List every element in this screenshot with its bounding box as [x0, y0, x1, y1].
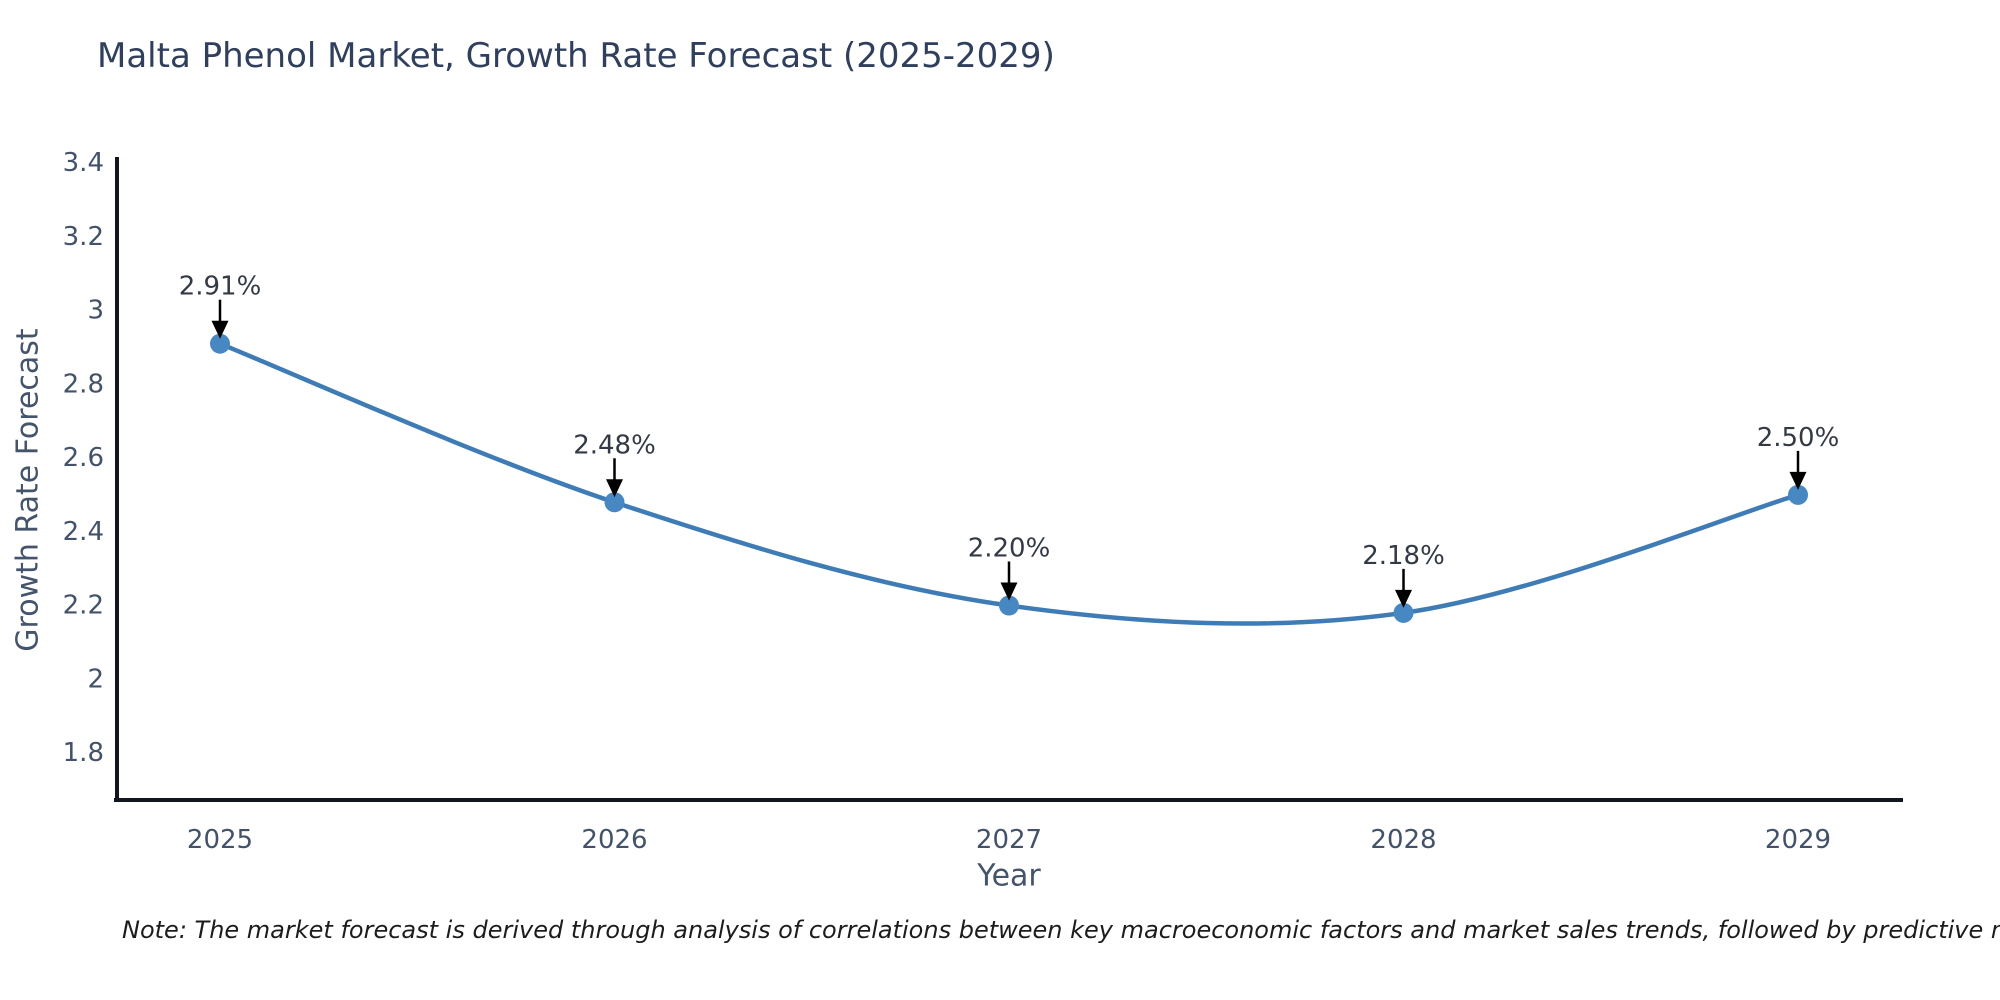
x-tick-label: 2026 [581, 825, 647, 855]
data-point-label: 2.18% [1362, 541, 1445, 571]
x-tick-label: 2028 [1370, 825, 1436, 855]
chart-title: Malta Phenol Market, Growth Rate Forecas… [97, 36, 1055, 76]
x-tick-label: 2029 [1765, 825, 1831, 855]
footnote: Note: The market forecast is derived thr… [122, 916, 2000, 944]
annotation-arrow-head [1395, 589, 1412, 608]
y-tick-label: 2.6 [63, 443, 104, 473]
y-tick-label: 2.4 [63, 517, 104, 547]
x-tick-label: 2027 [976, 825, 1042, 855]
y-tick-label: 2.8 [63, 369, 104, 399]
y-tick-label: 1.8 [63, 738, 104, 768]
annotation-arrow-head [606, 479, 623, 498]
y-tick-label: 3.4 [63, 148, 104, 178]
annotation-arrow-head [1000, 582, 1018, 601]
data-point-marker [1788, 484, 1808, 505]
y-tick-label: 3.2 [63, 222, 104, 252]
y-tick-label: 3 [87, 296, 104, 326]
data-point-label: 2.50% [1757, 423, 1840, 453]
annotation-arrow-head [1789, 471, 1807, 490]
data-point-marker [210, 333, 230, 354]
y-tick-label: 2.2 [63, 591, 104, 621]
data-point-label: 2.48% [573, 430, 656, 460]
data-point-label: 2.91% [179, 272, 262, 302]
y-tick-label: 2 [87, 664, 104, 694]
data-point-marker [604, 492, 625, 513]
annotation-arrow-head [211, 320, 229, 339]
data-point-label: 2.20% [968, 534, 1051, 564]
data-point-marker [1393, 602, 1414, 623]
data-point-marker [999, 595, 1019, 616]
x-axis-title: Year [977, 858, 1041, 894]
x-tick-label: 2025 [187, 825, 253, 855]
